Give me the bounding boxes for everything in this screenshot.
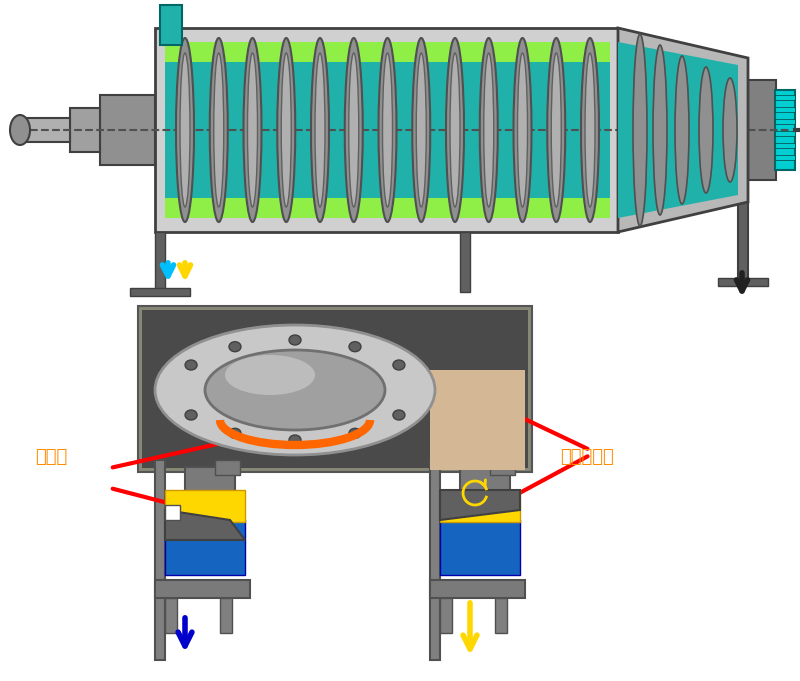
Polygon shape (618, 42, 738, 218)
Bar (165, 198, 610, 218)
Ellipse shape (289, 335, 301, 345)
Ellipse shape (282, 53, 291, 207)
Ellipse shape (585, 53, 595, 207)
Ellipse shape (484, 53, 494, 207)
Ellipse shape (349, 342, 361, 351)
Ellipse shape (633, 34, 647, 226)
Ellipse shape (518, 53, 527, 207)
Bar (430, 460, 440, 660)
Bar (165, 42, 610, 218)
Bar (165, 598, 177, 633)
Ellipse shape (155, 325, 435, 455)
FancyBboxPatch shape (138, 306, 532, 472)
Ellipse shape (243, 38, 262, 222)
Polygon shape (165, 510, 245, 540)
Polygon shape (618, 28, 748, 232)
Ellipse shape (205, 350, 385, 430)
Polygon shape (440, 490, 520, 520)
Ellipse shape (10, 115, 30, 145)
Ellipse shape (514, 38, 531, 222)
Ellipse shape (176, 38, 194, 222)
Ellipse shape (412, 38, 430, 222)
Ellipse shape (699, 67, 713, 193)
Bar (775, 119, 795, 124)
Bar (430, 370, 525, 470)
Bar (215, 460, 240, 475)
Bar (440, 520, 520, 575)
Ellipse shape (247, 53, 258, 207)
Bar (130, 288, 190, 296)
Bar (70, 108, 100, 152)
Ellipse shape (345, 38, 362, 222)
Ellipse shape (185, 360, 197, 370)
Bar (775, 131, 795, 136)
Bar (165, 42, 610, 62)
Ellipse shape (311, 38, 329, 222)
Ellipse shape (723, 78, 737, 182)
Bar (718, 278, 768, 286)
Ellipse shape (378, 38, 397, 222)
Ellipse shape (229, 428, 241, 439)
Bar (440, 490, 520, 522)
Bar (775, 155, 795, 160)
Bar (20, 118, 70, 142)
Ellipse shape (551, 53, 562, 207)
Ellipse shape (547, 38, 566, 222)
Bar (155, 580, 250, 598)
Ellipse shape (214, 53, 224, 207)
Bar (748, 80, 776, 180)
Ellipse shape (393, 360, 405, 370)
Ellipse shape (653, 45, 667, 215)
Ellipse shape (480, 38, 498, 222)
Bar (100, 95, 155, 165)
Bar (460, 467, 510, 502)
Ellipse shape (416, 53, 426, 207)
Bar (775, 143, 795, 148)
Bar (165, 505, 180, 520)
Bar (775, 90, 795, 170)
Ellipse shape (278, 38, 295, 222)
Ellipse shape (446, 38, 464, 222)
FancyBboxPatch shape (155, 28, 618, 232)
Text: 輕相油排出: 輕相油排出 (560, 448, 614, 466)
Ellipse shape (349, 428, 361, 439)
Bar (220, 598, 232, 633)
Ellipse shape (180, 53, 190, 207)
Ellipse shape (450, 53, 460, 207)
Ellipse shape (349, 53, 358, 207)
Bar (440, 598, 452, 633)
Bar (460, 232, 470, 292)
Ellipse shape (393, 410, 405, 420)
Text: 水排出: 水排出 (35, 448, 67, 466)
Bar (160, 5, 182, 45)
Bar (775, 107, 795, 112)
Ellipse shape (185, 410, 197, 420)
Bar (155, 232, 165, 292)
Bar (738, 202, 748, 282)
Ellipse shape (289, 435, 301, 445)
Ellipse shape (225, 355, 315, 395)
Bar (142, 310, 528, 468)
Bar (775, 95, 795, 100)
Bar (165, 490, 245, 522)
Bar (430, 580, 525, 598)
Ellipse shape (210, 38, 228, 222)
Bar (495, 598, 507, 633)
Ellipse shape (382, 53, 393, 207)
Ellipse shape (229, 342, 241, 351)
Bar (165, 520, 245, 575)
Bar (155, 460, 165, 660)
Ellipse shape (315, 53, 325, 207)
Ellipse shape (675, 56, 689, 204)
Bar (490, 460, 515, 475)
Ellipse shape (581, 38, 599, 222)
Bar (185, 467, 235, 502)
